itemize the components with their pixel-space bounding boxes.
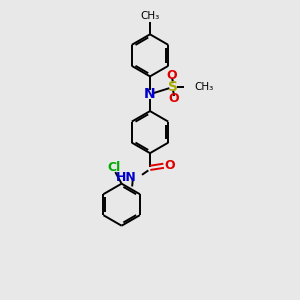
Text: CH₃: CH₃: [140, 11, 160, 21]
Text: O: O: [167, 69, 177, 82]
Text: Cl: Cl: [108, 161, 121, 174]
Text: O: O: [169, 92, 179, 105]
Text: N: N: [144, 87, 156, 101]
Text: S: S: [168, 80, 178, 94]
Text: HN: HN: [116, 171, 136, 184]
Text: O: O: [164, 159, 175, 172]
Text: CH₃: CH₃: [194, 82, 213, 92]
